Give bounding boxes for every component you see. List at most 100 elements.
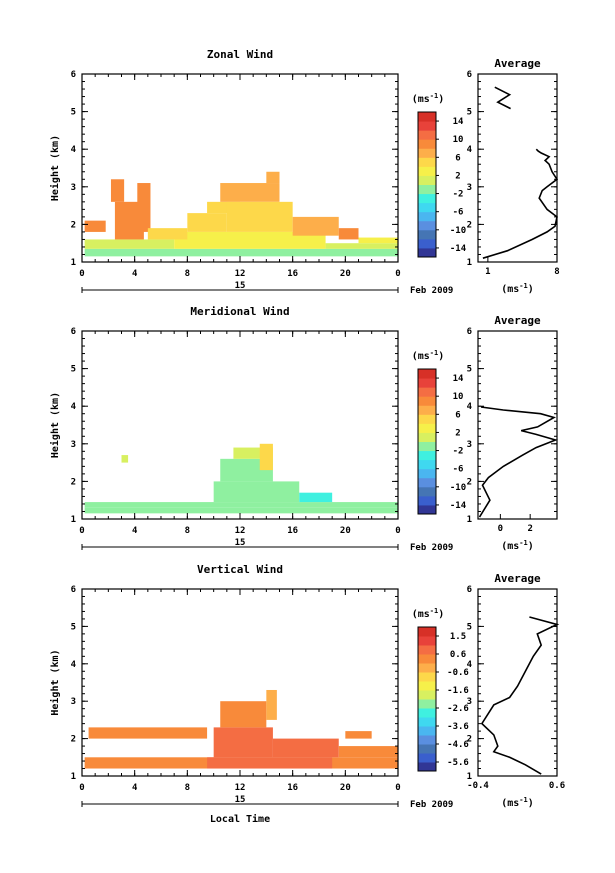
colorbar-unit: (ms-1) xyxy=(412,349,445,362)
y-tick-label: 6 xyxy=(467,327,472,337)
colorbar-swatch xyxy=(418,184,436,195)
colorbar-swatch xyxy=(418,112,436,122)
colorbar-swatch xyxy=(418,139,436,149)
colorbar-swatch xyxy=(418,247,436,258)
colorbar-tick-label: -6 xyxy=(453,465,464,475)
heatmap-cell xyxy=(121,455,129,463)
y-tick-label: 5 xyxy=(467,365,472,375)
y-tick-label: 6 xyxy=(71,327,76,337)
x-tick-label: 8 xyxy=(185,269,190,279)
x-tick-label: 4 xyxy=(132,526,138,536)
heatmap-cell xyxy=(325,243,398,249)
x-tick-label: 0 xyxy=(395,269,400,279)
colorbar-swatch xyxy=(418,495,436,506)
profile-frame xyxy=(477,588,558,777)
y-tick-label: 5 xyxy=(71,622,76,632)
colorbar-swatch xyxy=(418,627,436,637)
colorbar-tick-label: 10 xyxy=(453,392,464,402)
x-tick-label: 12 xyxy=(235,783,246,793)
colorbar-tick-label: -2 xyxy=(453,447,464,457)
y-tick-label: 4 xyxy=(467,660,473,670)
x-tick-label: 0 xyxy=(498,524,503,534)
x-tick-label: 0 xyxy=(79,269,84,279)
colorbar-swatch xyxy=(418,504,436,515)
x-tick-label: 20 xyxy=(340,526,351,536)
heatmap-cell xyxy=(259,443,273,471)
profile-line xyxy=(482,148,559,259)
heatmap-cell xyxy=(84,248,398,257)
colorbar-tick-label: -14 xyxy=(450,244,467,254)
heatmap-cell xyxy=(272,738,339,758)
colorbar-swatch xyxy=(418,645,436,655)
colorbar-swatch xyxy=(418,229,436,240)
colorbar-swatch xyxy=(418,405,436,415)
heatmap-cell xyxy=(292,216,339,236)
colorbar-frame xyxy=(417,111,437,258)
profile-x-label: (ms-1) xyxy=(501,282,534,295)
y-tick-label: 5 xyxy=(71,365,76,375)
colorbar-swatch xyxy=(418,414,436,424)
profile-title: Average xyxy=(494,314,541,327)
x-tick-label: 20 xyxy=(340,269,351,279)
colorbar-tick-label: -1.6 xyxy=(447,686,469,696)
colorbar-swatch xyxy=(418,762,436,772)
heatmap-cell xyxy=(84,507,398,514)
heatmap-cell xyxy=(266,689,277,720)
date-label: Feb 2009 xyxy=(410,286,453,296)
colorbar-swatch xyxy=(418,654,436,664)
colorbar-swatch xyxy=(418,432,436,442)
profile-panel: Average 1 2 3 4 5 6 0 2 (ms-1) xyxy=(467,314,558,552)
x-tick-label: 16 xyxy=(287,269,298,279)
colorbar-tick-label: 2 xyxy=(455,171,460,181)
x-tick-label: 1 xyxy=(485,267,490,277)
y-tick-label: 3 xyxy=(71,697,76,707)
heatmap-cell xyxy=(358,237,398,244)
panel-title: Zonal Wind xyxy=(207,48,273,61)
x-tick-label: 0 xyxy=(79,783,84,793)
colorbar-swatch xyxy=(418,636,436,646)
heatmap-cell xyxy=(338,228,359,240)
colorbar-swatch xyxy=(418,681,436,691)
colorbar-swatch xyxy=(418,202,436,213)
colorbar-swatch xyxy=(418,726,436,736)
heatmap-cell xyxy=(213,727,273,758)
y-tick-label: 4 xyxy=(71,402,77,412)
heatmap-cell xyxy=(299,492,333,503)
colorbar-tick-label: -6 xyxy=(453,208,464,218)
heatmap-cell xyxy=(84,239,175,249)
colorbar-swatch xyxy=(418,441,436,452)
y-tick-label: 6 xyxy=(71,585,76,595)
y-tick-label: 5 xyxy=(467,108,472,118)
colorbar-tick-label: -5.6 xyxy=(447,758,469,768)
colorbar-swatch xyxy=(418,699,436,709)
colorbar-tick-label: 10 xyxy=(453,135,464,145)
y-tick-label: 4 xyxy=(467,402,473,412)
colorbar-tick-label: 0.6 xyxy=(450,650,466,660)
colorbar-swatch xyxy=(418,468,436,479)
y-tick-label: 3 xyxy=(467,183,472,193)
profile-line xyxy=(478,406,558,518)
y-tick-label: 1 xyxy=(467,515,472,525)
y-tick-label: 4 xyxy=(71,660,77,670)
x-tick-label: 0.6 xyxy=(549,781,565,791)
y-tick-label: 6 xyxy=(71,70,76,80)
colorbar-swatch xyxy=(418,369,436,379)
colorbar-swatch xyxy=(418,717,436,727)
y-tick-label: 4 xyxy=(71,145,77,155)
y-tick-label: 1 xyxy=(467,258,472,268)
profile-title: Average xyxy=(494,572,541,585)
y-tick-label: 3 xyxy=(467,440,472,450)
y-tick-label: 1 xyxy=(467,772,472,782)
y-tick-label: 2 xyxy=(467,477,472,487)
colorbar-swatch xyxy=(418,423,436,433)
x-tick-label: 0 xyxy=(395,526,400,536)
y-tick-label: 2 xyxy=(467,735,472,745)
colorbar-tick-label: 14 xyxy=(453,374,464,384)
colorbar-tick-label: 6 xyxy=(455,153,460,163)
colorbar-swatch xyxy=(418,753,436,763)
y-tick-label: 3 xyxy=(71,183,76,193)
y-tick-label: 5 xyxy=(467,622,472,632)
heatmap-cell xyxy=(207,757,333,769)
